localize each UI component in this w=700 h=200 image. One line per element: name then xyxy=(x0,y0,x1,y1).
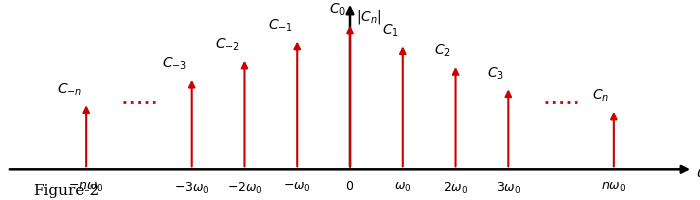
Text: $-2\omega_0$: $-2\omega_0$ xyxy=(227,180,262,196)
Text: $-n\omega_0$: $-n\omega_0$ xyxy=(68,180,104,194)
Text: $C_{-2}$: $C_{-2}$ xyxy=(215,37,240,53)
Text: $C_{-1}$: $C_{-1}$ xyxy=(268,17,293,34)
Text: $3\omega_0$: $3\omega_0$ xyxy=(496,180,521,196)
Text: $n\omega_0$: $n\omega_0$ xyxy=(601,180,626,194)
Text: $\omega_0$: $\omega_0$ xyxy=(394,180,412,194)
Text: $-\omega_0$: $-\omega_0$ xyxy=(284,180,312,194)
Text: $C_{-n}$: $C_{-n}$ xyxy=(57,81,82,98)
Text: $-3\omega_0$: $-3\omega_0$ xyxy=(174,180,209,196)
Text: $C_{3}$: $C_{3}$ xyxy=(487,65,504,82)
Text: Figure-2: Figure-2 xyxy=(34,184,99,198)
Text: $C_{2}$: $C_{2}$ xyxy=(435,43,452,59)
Text: $2\omega_0$: $2\omega_0$ xyxy=(443,180,468,196)
Text: $C_{1}$: $C_{1}$ xyxy=(382,22,398,39)
Text: $C_{n}$: $C_{n}$ xyxy=(592,88,610,104)
Text: $0$: $0$ xyxy=(345,180,355,193)
Text: $\omega$: $\omega$ xyxy=(696,166,700,180)
Text: $C_{-3}$: $C_{-3}$ xyxy=(162,56,188,72)
Text: $|C_n|$: $|C_n|$ xyxy=(356,8,382,26)
Text: $C_{0}$: $C_{0}$ xyxy=(328,2,346,18)
